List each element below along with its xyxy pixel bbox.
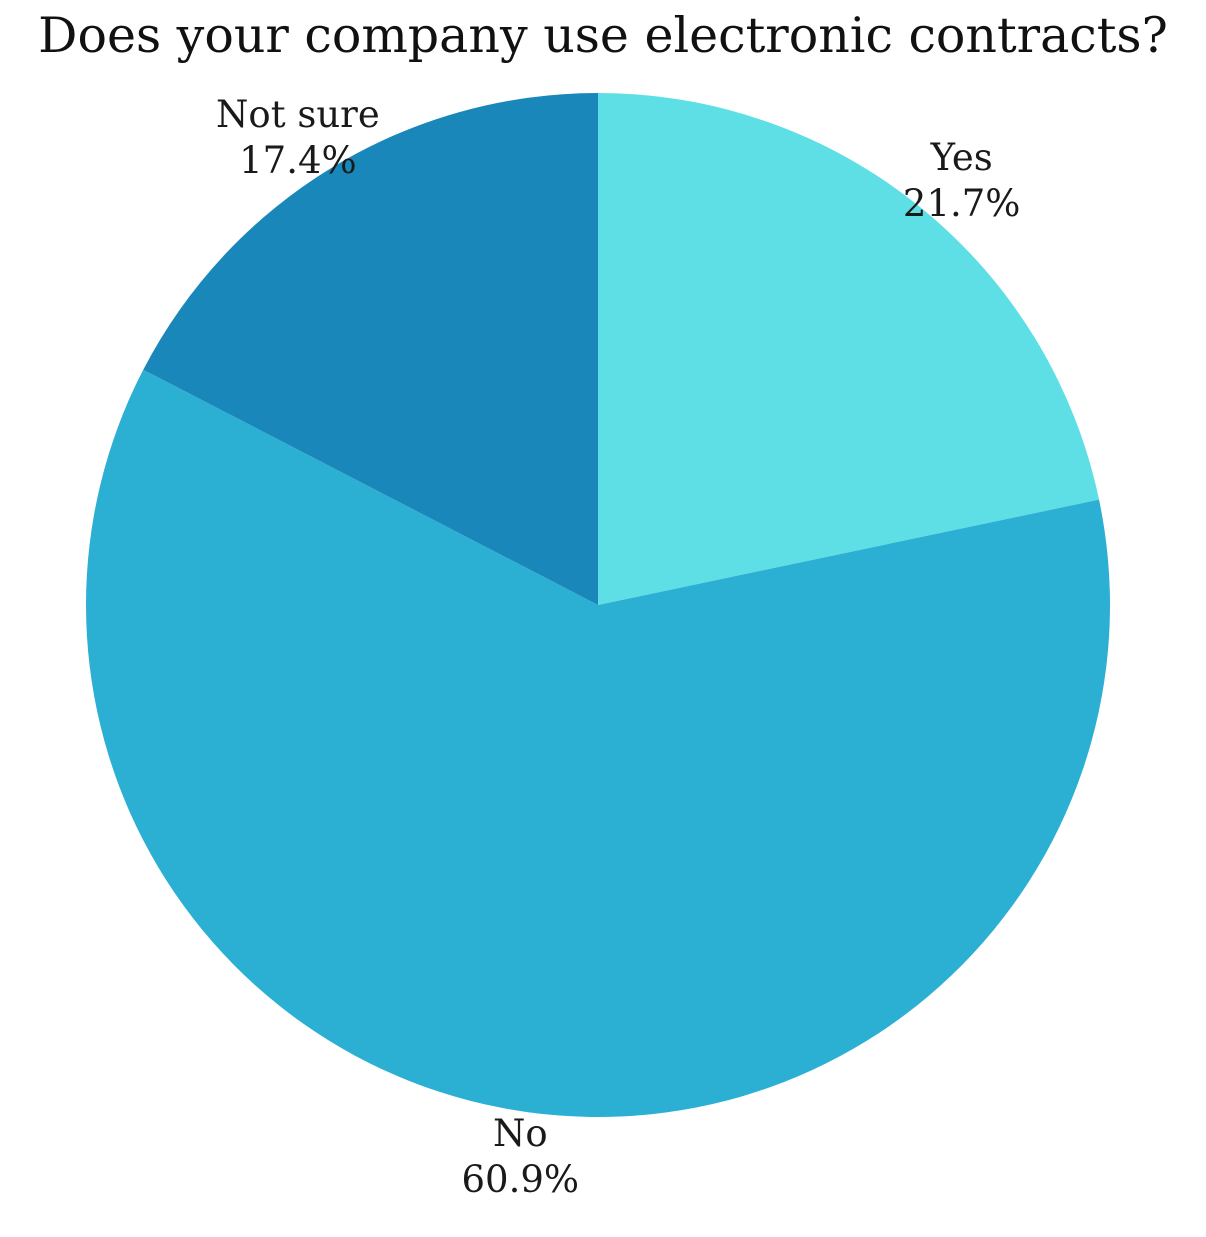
slice-label-no: No: [493, 1112, 548, 1155]
slice-value-not-sure: 17.4%: [239, 139, 357, 182]
pie-slice-no: [85, 369, 1110, 1118]
pie-slice-not-sure: [143, 93, 598, 605]
pie-slice-yes: [598, 93, 1100, 605]
pie-slices: [85, 93, 1110, 1118]
slice-label-yes: Yes: [930, 136, 993, 179]
slice-value-yes: 21.7%: [903, 182, 1021, 225]
slice-value-no: 60.9%: [462, 1158, 580, 1201]
chart-title: Does your company use electronic contrac…: [38, 7, 1168, 64]
slice-label-not-sure: Not sure: [216, 93, 380, 136]
